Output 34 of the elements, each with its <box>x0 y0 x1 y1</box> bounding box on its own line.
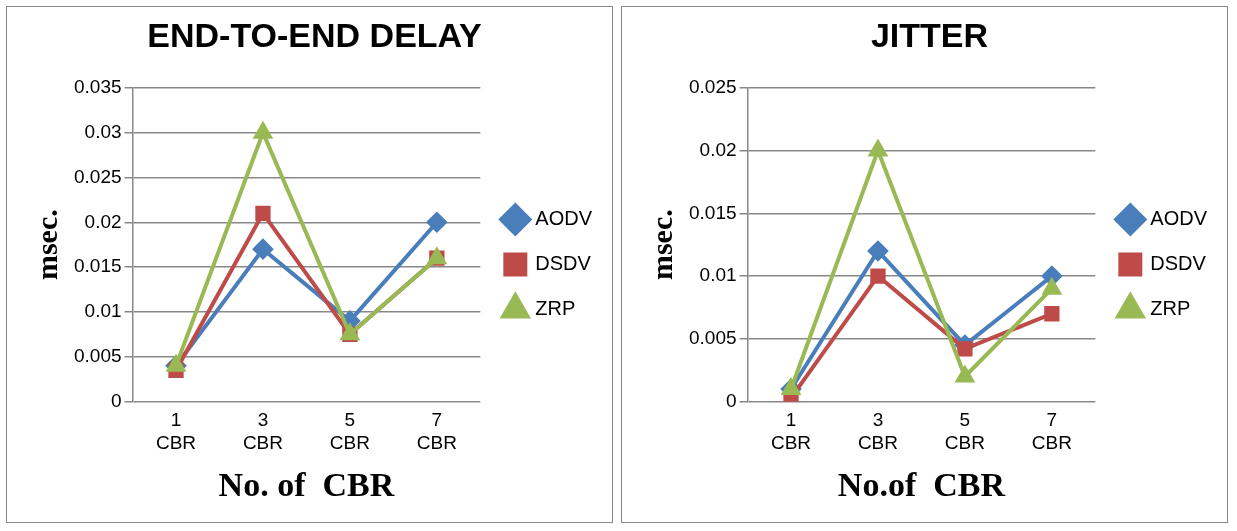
y-tick-label: 0.02 <box>84 210 122 232</box>
legend-label: ZRP <box>1150 297 1191 320</box>
y-axis-title: msec. <box>644 209 678 281</box>
chart-title: END-TO-END DELAY <box>147 15 483 54</box>
legend-label: DSDV <box>535 252 592 275</box>
y-tick-label: 0.015 <box>74 255 122 277</box>
x-tick-label: 3 CBR <box>857 409 899 454</box>
y-tick-label: 0.025 <box>74 165 122 187</box>
x-axis-title: No. of CBR <box>218 466 395 504</box>
legend-label: DSDV <box>1150 252 1207 275</box>
chart-title: JITTER <box>870 15 989 54</box>
legend-label: AODV <box>535 207 593 230</box>
y-tick-label: 0.025 <box>689 76 737 98</box>
y-tick-label: 0.01 <box>84 300 122 322</box>
x-tick-label: 7 CBR <box>1031 409 1072 454</box>
y-tick-label: 0.015 <box>689 201 737 223</box>
x-tick-label: 5 CBR <box>329 409 370 454</box>
legend-label: AODV <box>1150 207 1208 230</box>
y-tick-label: 0.03 <box>84 120 122 142</box>
legend-label: ZRP <box>535 297 576 320</box>
y-tick-label: 0.01 <box>699 264 737 286</box>
x-tick-label: 5 CBR <box>944 409 985 454</box>
x-axis-title: No.of CBR <box>837 466 1006 504</box>
y-tick-label: 0.02 <box>699 138 737 160</box>
y-tick-label: 0.035 <box>74 76 122 98</box>
y-tick-label: 0 <box>725 389 737 411</box>
x-tick-label: 7 CBR <box>416 409 457 454</box>
y-tick-label: 0.005 <box>689 327 737 349</box>
x-tick-label: 1 CBR <box>155 409 197 454</box>
y-tick-label: 0 <box>110 389 122 411</box>
x-tick-label: 3 CBR <box>242 409 284 454</box>
y-axis-title: msec. <box>29 209 63 281</box>
x-tick-label: 1 CBR <box>770 409 812 454</box>
y-tick-label: 0.005 <box>74 345 122 367</box>
